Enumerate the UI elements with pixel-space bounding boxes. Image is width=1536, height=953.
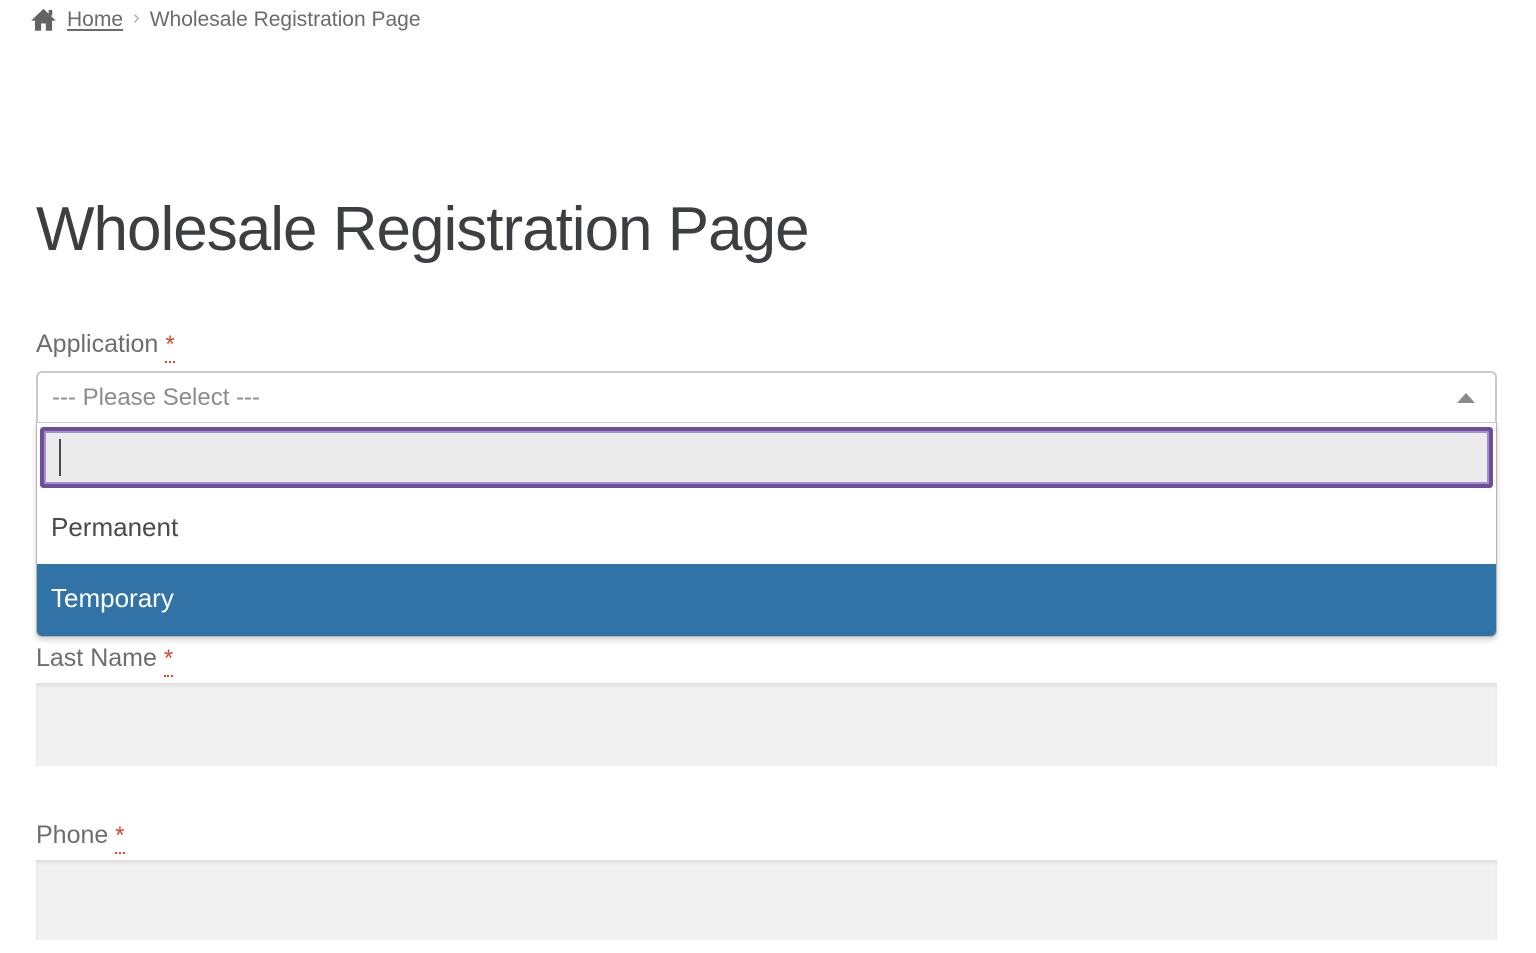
- last-name-input[interactable]: [36, 683, 1497, 767]
- application-select-placeholder: --- Please Select ---: [52, 383, 261, 411]
- breadcrumb-separator-icon: ›: [133, 7, 140, 29]
- required-asterisk: *: [115, 822, 125, 855]
- last-name-label-text: Last Name: [36, 644, 157, 673]
- last-name-label: Last Name *: [36, 643, 1497, 678]
- option-temporary[interactable]: Temporary: [37, 564, 1496, 637]
- breadcrumb-current: Wholesale Registration Page: [149, 7, 421, 31]
- required-asterisk: *: [163, 645, 174, 678]
- page-title: Wholesale Registration Page: [36, 195, 810, 264]
- dropdown-results: Permanent Temporary: [37, 490, 1496, 637]
- text-caret: [59, 439, 61, 477]
- chevron-up-icon: [1457, 392, 1475, 403]
- option-permanent[interactable]: Permanent: [37, 490, 1496, 565]
- application-label: Application *: [36, 329, 1497, 364]
- application-label-text: Application: [36, 330, 159, 359]
- phone-label: Phone *: [36, 820, 1497, 855]
- breadcrumb-home-link[interactable]: Home: [67, 7, 124, 31]
- breadcrumb: Home › Wholesale Registration Page: [0, 0, 1536, 34]
- phone-label-text: Phone: [36, 821, 109, 850]
- required-asterisk: *: [165, 331, 175, 364]
- application-select[interactable]: --- Please Select ---: [36, 371, 1497, 423]
- dropdown-search-input[interactable]: [44, 431, 1489, 485]
- dropdown-search-wrap: [44, 431, 1489, 485]
- phone-input[interactable]: [36, 860, 1497, 941]
- registration-form: Application * --- Please Select --- Perma…: [36, 329, 1497, 941]
- application-dropdown: Permanent Temporary: [36, 422, 1497, 638]
- home-icon[interactable]: [30, 7, 57, 32]
